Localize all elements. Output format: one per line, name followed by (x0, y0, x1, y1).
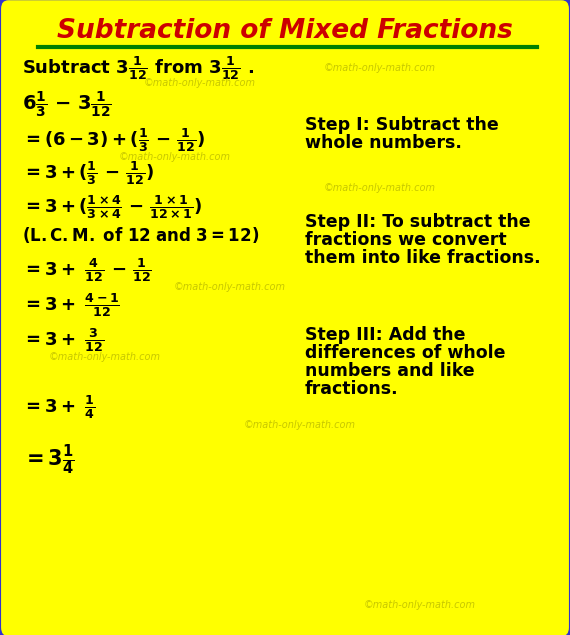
Text: $\mathbf{= 3 +}$ $\mathbf{\frac{4}{12}}$ $\mathbf{-}$ $\mathbf{\frac{1}{12}}$: $\mathbf{= 3 +}$ $\mathbf{\frac{4}{12}}$… (22, 256, 152, 284)
Text: ©math-only-math.com: ©math-only-math.com (364, 600, 476, 610)
Text: fractions we convert: fractions we convert (305, 231, 507, 249)
Text: ©math-only-math.com: ©math-only-math.com (324, 183, 436, 193)
Text: $\mathbf{= 3 + (}$$\mathbf{\frac{1}{3}}$ $\mathbf{-}$ $\mathbf{\frac{1}{12}}$$\m: $\mathbf{= 3 + (}$$\mathbf{\frac{1}{3}}$… (22, 159, 154, 187)
Text: Step II: To subtract the: Step II: To subtract the (305, 213, 531, 231)
Text: $\mathbf{(L.C.M. \ of \ 12 \ and \ 3 = 12)}$: $\mathbf{(L.C.M. \ of \ 12 \ and \ 3 = 1… (22, 225, 259, 245)
Text: numbers and like: numbers and like (305, 362, 475, 380)
Text: $\mathbf{= 3 + (}$$\mathbf{\frac{1\times4}{3\times4}}$ $\mathbf{-}$ $\mathbf{\fr: $\mathbf{= 3 + (}$$\mathbf{\frac{1\times… (22, 193, 202, 221)
Text: $\mathbf{= 3}$$\mathbf{\frac{1}{4}}$: $\mathbf{= 3}$$\mathbf{\frac{1}{4}}$ (22, 443, 74, 478)
Text: them into like fractions.: them into like fractions. (305, 249, 540, 267)
Text: ©math-only-math.com: ©math-only-math.com (49, 352, 161, 362)
Text: ©math-only-math.com: ©math-only-math.com (324, 63, 436, 73)
Text: whole numbers.: whole numbers. (305, 134, 462, 152)
Text: fractions.: fractions. (305, 380, 398, 398)
Text: $\mathbf{= 3 +}$ $\mathbf{\frac{1}{4}}$: $\mathbf{= 3 +}$ $\mathbf{\frac{1}{4}}$ (22, 393, 96, 421)
Text: Step I: Subtract the: Step I: Subtract the (305, 116, 499, 134)
Text: Step III: Add the: Step III: Add the (305, 326, 466, 344)
Text: Subtract $\mathbf{3}$$\mathbf{\frac{1}{12}}$ $\mathbf{from}$ $\mathbf{3}$$\mathb: Subtract $\mathbf{3}$$\mathbf{\frac{1}{1… (22, 54, 254, 82)
Text: ©math-only-math.com: ©math-only-math.com (144, 78, 256, 88)
Text: differences of whole: differences of whole (305, 344, 506, 362)
Text: $\mathbf{= 3 +}$ $\mathbf{\frac{4-1}{12}}$: $\mathbf{= 3 +}$ $\mathbf{\frac{4-1}{12}… (22, 291, 120, 319)
Text: Subtraction of Mixed Fractions: Subtraction of Mixed Fractions (57, 18, 513, 44)
Text: ©math-only-math.com: ©math-only-math.com (174, 282, 286, 292)
Text: $\mathbf{= (6 - 3) + (}$$\mathbf{\frac{1}{3}}$ $\mathbf{-}$ $\mathbf{\frac{1}{12: $\mathbf{= (6 - 3) + (}$$\mathbf{\frac{1… (22, 126, 205, 154)
Text: ©math-only-math.com: ©math-only-math.com (119, 152, 231, 162)
Text: ©math-only-math.com: ©math-only-math.com (244, 420, 356, 430)
Text: $\mathbf{6}$$\mathbf{\frac{1}{3}}$ $\mathbf{-}$ $\mathbf{3}$$\mathbf{\frac{1}{12: $\mathbf{6}$$\mathbf{\frac{1}{3}}$ $\mat… (22, 90, 112, 120)
Text: $\mathbf{= 3 +}$ $\mathbf{\frac{3}{12}}$: $\mathbf{= 3 +}$ $\mathbf{\frac{3}{12}}$ (22, 326, 104, 354)
